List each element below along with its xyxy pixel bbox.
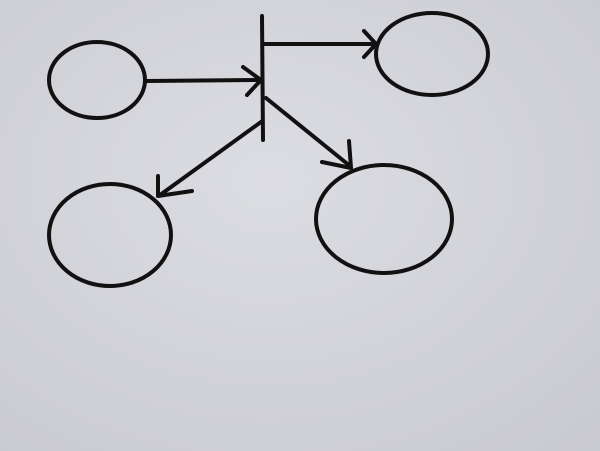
- node-top-right: [374, 11, 490, 97]
- edge-junction-to-bottom-left: [156, 120, 263, 198]
- node-bottom-left: [47, 182, 173, 288]
- edge-left-to-junction: [144, 65, 263, 97]
- edge-line: [144, 78, 261, 83]
- junction-bar: [260, 14, 265, 142]
- arrowhead-icon: [156, 174, 194, 198]
- edge-line: [264, 96, 352, 168]
- edge-line: [158, 120, 263, 197]
- edge-junction-to-bottom-right: [264, 96, 353, 170]
- arrowhead-icon: [362, 29, 378, 59]
- arrowhead-icon: [241, 65, 263, 97]
- arrowhead-icon: [320, 139, 353, 170]
- edge-junction-to-top-right: [262, 29, 378, 59]
- node-bottom-right: [314, 163, 454, 275]
